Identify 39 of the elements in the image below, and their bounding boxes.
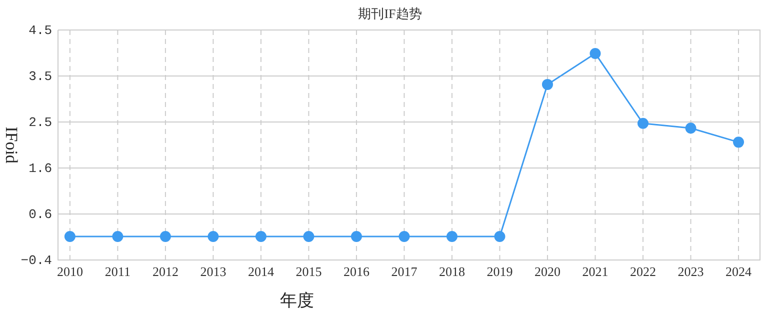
point — [255, 231, 266, 242]
point — [446, 231, 458, 242]
x-tick-label: 2024 — [726, 264, 752, 279]
x-tick-label: 2012 — [152, 264, 178, 279]
x-tick-label: 2013 — [200, 264, 226, 279]
y-tick-label: 1.6 — [28, 161, 52, 176]
y-axis-title: IFoid — [2, 126, 21, 164]
point — [160, 231, 171, 242]
x-tick-label: 2018 — [438, 264, 465, 279]
point — [733, 136, 744, 148]
point — [685, 122, 696, 134]
x-tick-label: 2020 — [534, 264, 560, 279]
point — [398, 231, 410, 242]
y-tick-label: 0.6 — [28, 207, 52, 222]
point — [638, 118, 648, 129]
point — [64, 231, 76, 242]
y-tick-label: 3.5 — [28, 69, 52, 84]
y-tick-label: −0.4 — [20, 253, 52, 268]
x-tick-label: 2011 — [104, 264, 130, 279]
point — [542, 78, 553, 90]
x-tick-label: 2015 — [296, 264, 322, 279]
chart-title: 期刊IF趋势 — [358, 6, 422, 21]
point — [590, 48, 601, 59]
point — [494, 231, 506, 242]
x-tick-label: 2010 — [56, 264, 83, 279]
point — [208, 231, 219, 242]
x-tick-label: 2016 — [343, 264, 370, 279]
point — [350, 231, 362, 242]
x-tick-label: 2022 — [630, 264, 656, 279]
point — [303, 231, 314, 242]
x-tick-label: 2014 — [248, 264, 274, 279]
x-tick-label: 2019 — [486, 264, 513, 279]
y-tick-label: 2.5 — [28, 115, 52, 130]
x-tick-label: 2017 — [391, 264, 418, 279]
y-tick-label: 4.5 — [28, 23, 52, 38]
x-tick-label: 2021 — [582, 264, 608, 279]
x-axis-title: 年度 — [280, 291, 314, 310]
x-tick-label: 2023 — [678, 264, 704, 279]
point — [112, 231, 124, 242]
